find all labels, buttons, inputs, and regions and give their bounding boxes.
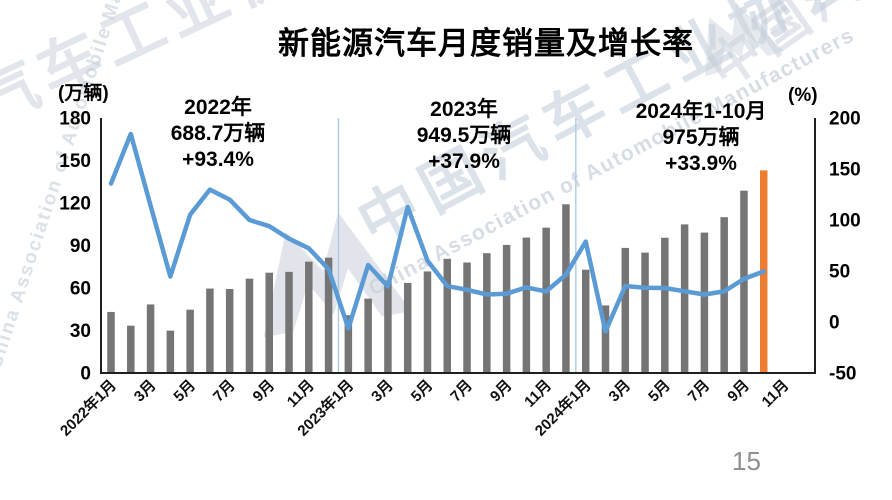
annotation-line: 2023年: [430, 98, 498, 121]
sales-bar: [206, 288, 214, 373]
sales-bar: [166, 330, 175, 373]
sales-bar: [740, 190, 748, 373]
annotation-line: 949.5万辆: [416, 124, 512, 147]
right-axis-unit-label: (%): [788, 85, 818, 106]
sales-bar: [403, 282, 412, 373]
sales-bar: [305, 261, 313, 373]
growth-rate-line: [108, 131, 766, 334]
annotation-2024: 2024年1-10月 975万辆 +33.9%: [636, 99, 767, 177]
sales-bar: [423, 271, 432, 373]
sales-bar: [641, 252, 649, 373]
x-axis-tick-label: 3月: [131, 377, 160, 406]
sales-bar: [384, 280, 392, 373]
annotation-line: 2024年1-10月: [635, 100, 767, 123]
sales-bar: [107, 311, 115, 373]
left-axis-tick-label: 120: [59, 194, 91, 215]
x-axis-tick-label: 3月: [606, 377, 635, 406]
x-axis-tick-label: 7月: [685, 377, 714, 406]
sales-bar: [443, 258, 452, 373]
sales-bar: [562, 204, 570, 373]
sales-bar: [463, 262, 471, 373]
x-axis-tick-label: 11月: [759, 377, 793, 411]
x-axis-tick-label: 5月: [645, 377, 674, 406]
x-axis-tick-label: 9月: [487, 377, 516, 406]
sales-bar: [581, 269, 590, 373]
sales-bar: [344, 315, 353, 373]
left-axis-unit-label: (万辆): [58, 83, 109, 104]
x-axis-tick-label: 9月: [250, 377, 279, 406]
x-axis-tick-label: 11月: [521, 377, 555, 411]
right-axis-tick-label: 0: [829, 313, 840, 334]
sales-bar: [483, 253, 491, 373]
left-axis-tick-label: 30: [70, 321, 91, 342]
right-axis-tick-label: 50: [829, 262, 850, 283]
annotation-line: 688.7万辆: [170, 122, 266, 145]
annotation-line: +93.4%: [182, 148, 254, 171]
sales-bar: [186, 309, 194, 373]
right-axis-tick-label: 150: [829, 160, 861, 181]
right-axis-tick-label: -50: [829, 364, 856, 385]
chart-title: 新能源汽车月度销量及增长率: [278, 26, 694, 61]
x-axis-tick-label: 3月: [368, 377, 397, 406]
sales-bar: [621, 247, 630, 373]
left-axis-tick-label: 180: [59, 109, 91, 130]
left-axis-tick-label: 150: [59, 151, 91, 172]
sales-bar: [542, 227, 550, 373]
left-axis-tick-label: 90: [70, 236, 91, 257]
x-axis-tick-label: 7月: [210, 377, 239, 406]
right-axis-tick-label: 200: [829, 109, 861, 130]
sales-bar: [680, 224, 689, 373]
sales-bar: [225, 288, 234, 373]
x-axis-tick-label: 5月: [170, 377, 199, 406]
sales-bar: [661, 237, 669, 373]
sales-bar: [700, 232, 709, 373]
sales-bar: [364, 298, 372, 373]
annotation-line: +37.9%: [428, 150, 500, 173]
annotation-2022: 2022年 688.7万辆 +93.4%: [171, 95, 266, 173]
x-axis-tick-label: 9月: [724, 377, 753, 406]
left-axis-tick-label: 0: [80, 364, 91, 385]
annotation-line: 975万辆: [662, 126, 740, 149]
page-number: 15: [732, 446, 761, 476]
x-axis-tick-label: 11月: [284, 377, 318, 411]
annotation-line: 2022年: [184, 96, 252, 119]
sales-bar: [522, 237, 531, 373]
sales-bar: [146, 304, 155, 373]
annotation-line: +33.9%: [665, 152, 737, 175]
sales-bar: [285, 271, 293, 373]
sales-bar: [720, 217, 728, 373]
sales-bar: [245, 278, 254, 373]
x-axis-tick-label: 7月: [447, 377, 476, 406]
sales-bar: [127, 325, 135, 373]
x-axis-tick-label: 2022年1月: [56, 376, 119, 439]
annotation-2023: 2023年 949.5万辆 +37.9%: [417, 97, 512, 175]
sales-bar: [265, 272, 273, 373]
left-axis-tick-label: 60: [70, 279, 91, 300]
right-axis-tick-label: 100: [829, 211, 861, 232]
sales-bar: [601, 305, 610, 373]
x-axis-tick-label: 5月: [408, 377, 437, 406]
sales-bar: [502, 244, 511, 373]
